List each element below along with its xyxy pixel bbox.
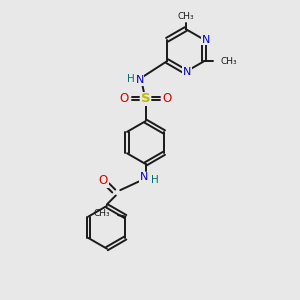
Text: O: O: [99, 174, 108, 187]
Text: H: H: [151, 175, 159, 185]
Text: CH₃: CH₃: [94, 209, 111, 218]
Text: N: N: [202, 35, 210, 45]
Text: S: S: [141, 92, 150, 105]
Text: O: O: [162, 92, 172, 105]
Text: O: O: [119, 92, 129, 105]
Text: N: N: [183, 67, 191, 77]
Text: H: H: [128, 74, 135, 84]
Text: N: N: [135, 75, 144, 85]
Text: CH₃: CH₃: [177, 12, 194, 21]
Text: CH₃: CH₃: [220, 57, 237, 66]
Text: N: N: [140, 172, 148, 182]
